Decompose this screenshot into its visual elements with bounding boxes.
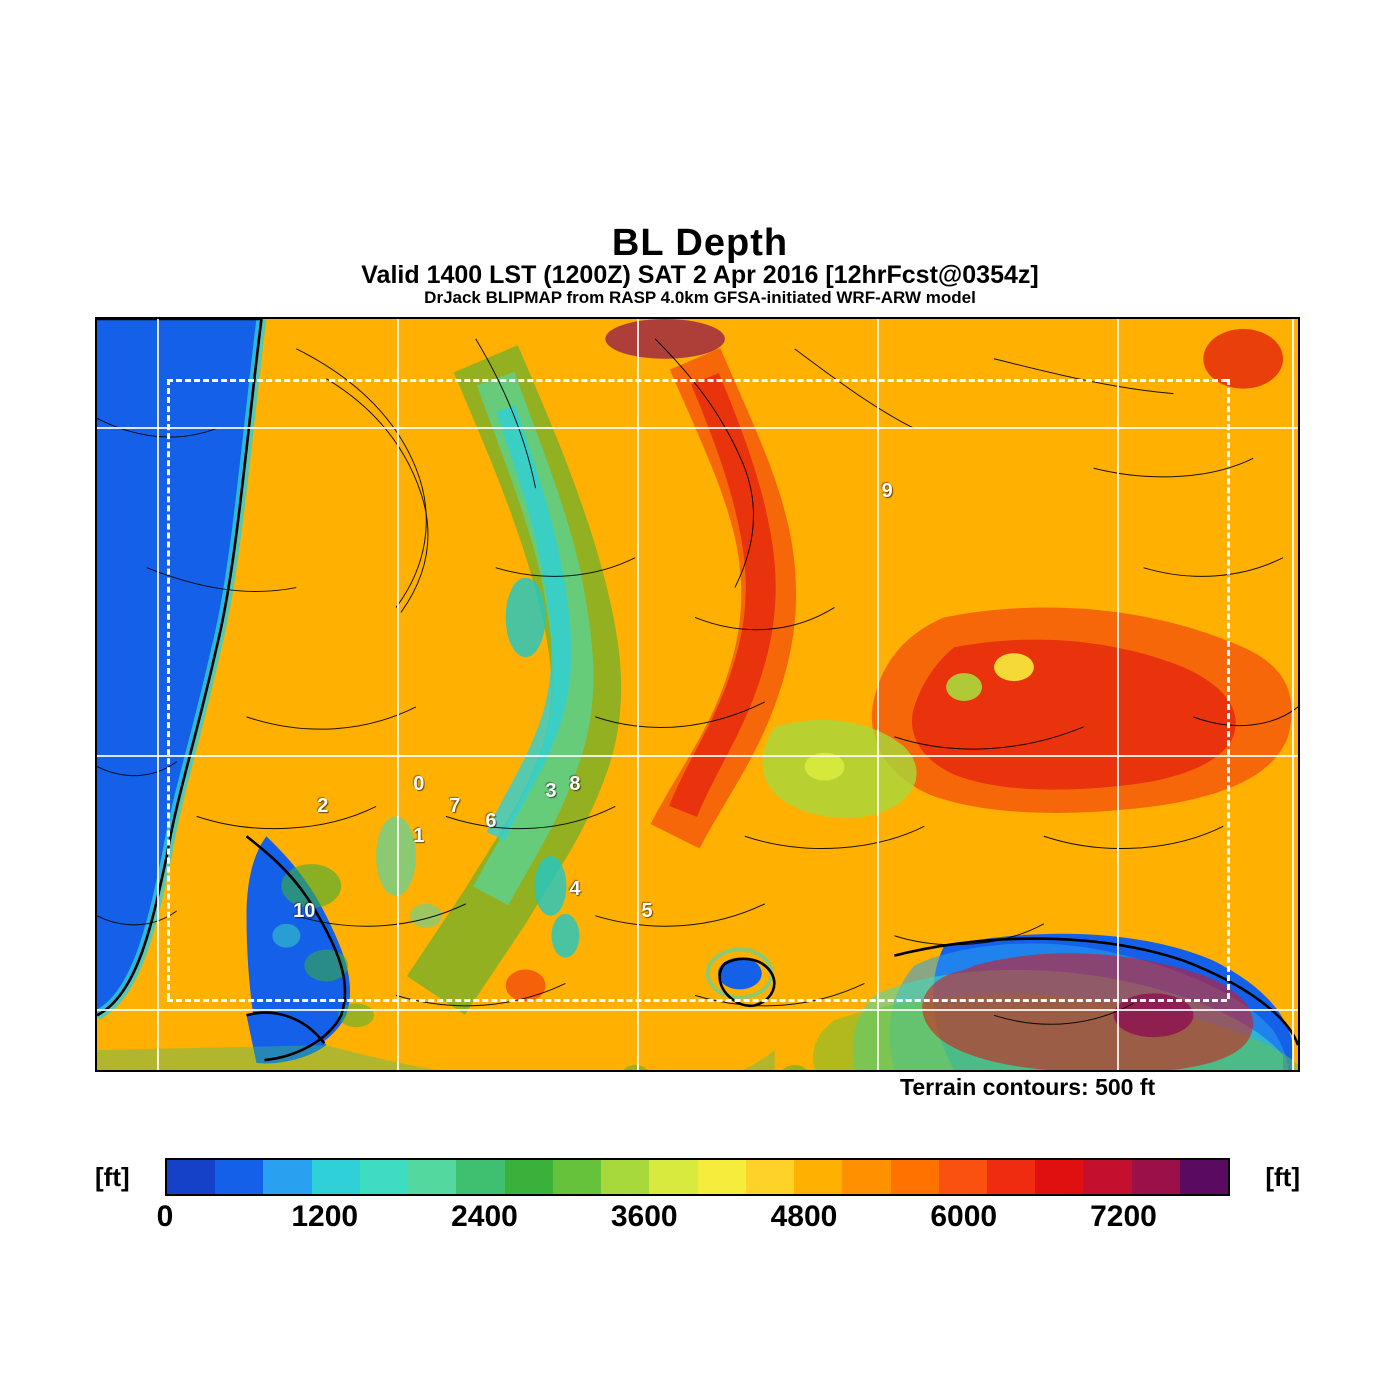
tick-3600: 3600 [611,1200,678,1234]
tick-2400: 2400 [451,1200,518,1234]
dashed-boundary-bottom [167,999,1227,1002]
tick-1200: 1200 [291,1200,358,1234]
dashed-boundary-top [167,379,1227,382]
tick-7200: 7200 [1090,1200,1157,1234]
map-container: 18E 19E 20E 21E 22E 23E 18E 19E 20E 21E … [95,317,1300,1072]
tick-6000: 6000 [930,1200,997,1234]
site-marker-9[interactable]: 9 [882,480,893,503]
colorbar-gradient [165,1158,1230,1196]
colorbar-unit-right: [ft] [1245,1162,1300,1193]
dashed-boundary-left [167,379,170,999]
map-title: BL Depth [0,222,1400,265]
colorbar-section: [ft] [ft] [95,1158,1300,1240]
gridline-lon-18 [157,319,159,1072]
terrain-contour-caption: Terrain contours: 500 ft [900,1074,1155,1101]
title-block: BL Depth Valid 1400 LST (1200Z) SAT 2 Ap… [0,222,1400,308]
dashed-boundary-right [1227,379,1230,999]
tick-4800: 4800 [771,1200,838,1234]
gridline-lon-20 [637,319,639,1072]
site-marker-6[interactable]: 6 [485,810,496,833]
site-marker-1[interactable]: 1 [413,825,424,848]
gridline-lat-34 [97,1009,1300,1011]
tick-0: 0 [157,1200,174,1234]
colorbar-ticks: 0 1200 2400 3600 4800 6000 7200 [165,1200,1230,1240]
site-marker-5[interactable]: 5 [641,900,652,923]
gridline-lon-22 [1117,319,1119,1072]
contour-map[interactable]: 18E 19E 20E 21E 22E 23E 18E 19E 20E 21E … [97,319,1298,1070]
map-subtitle2: DrJack BLIPMAP from RASP 4.0km GFSA-init… [0,288,1400,308]
site-marker-0[interactable]: 0 [413,773,424,796]
site-marker-8[interactable]: 8 [569,773,580,796]
gridline-lat-32 [97,427,1300,429]
colorbar-unit-left: [ft] [95,1162,150,1193]
gridline-lon-19 [397,319,399,1072]
site-marker-3[interactable]: 3 [545,780,556,803]
map-subtitle: Valid 1400 LST (1200Z) SAT 2 Apr 2016 [1… [0,261,1400,290]
site-marker-7[interactable]: 7 [449,795,460,818]
gridline-lon-21 [877,319,879,1072]
gridline-lat-33 [97,755,1300,757]
site-marker-2[interactable]: 2 [317,795,328,818]
gridline-lon-23 [1292,319,1294,1072]
site-marker-10[interactable]: 10 [293,900,315,923]
site-marker-4[interactable]: 4 [569,878,580,901]
